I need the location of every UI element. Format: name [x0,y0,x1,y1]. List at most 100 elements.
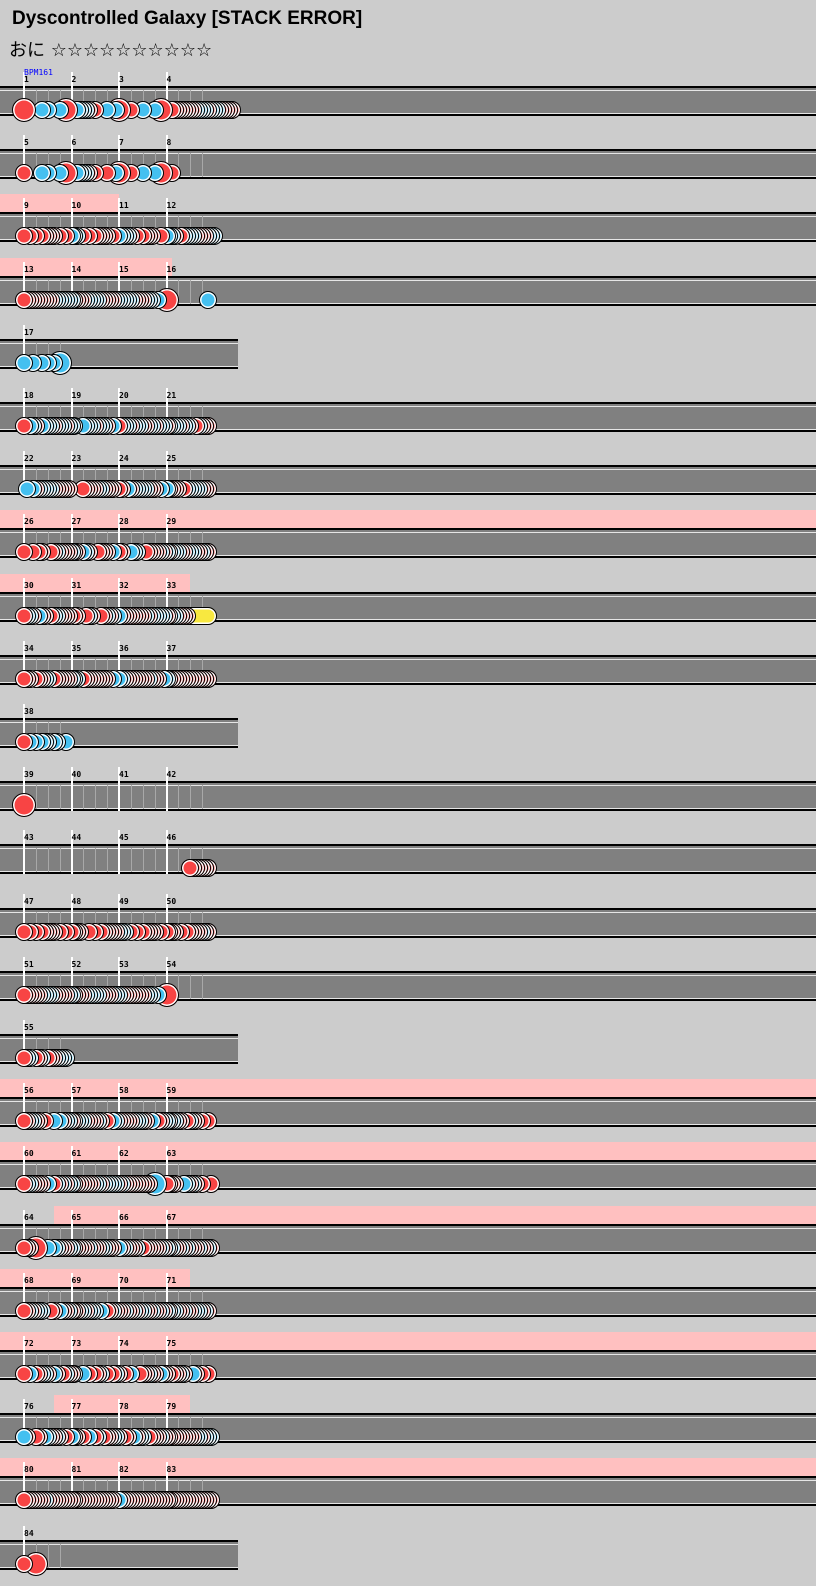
chart-row: 51 52 53 54 [0,953,816,1017]
measure-number: 29 [166,517,177,526]
bar-line [23,198,25,242]
don-note [15,1302,33,1320]
chart-row: 55 [0,1016,238,1080]
chart-row: 38 [0,700,238,764]
measure-number: 78 [119,1402,129,1411]
bar-line [23,514,25,558]
measure-number: 45 [119,833,129,842]
don-note [15,607,33,625]
bar-line [23,894,25,938]
measure-number: 81 [71,1465,82,1474]
beat-line [142,785,144,809]
don-note [15,1555,33,1573]
bar-line [165,830,168,874]
ka-note [199,291,218,309]
bar-line [23,830,25,874]
measure-number: 16 [166,265,177,274]
measure-number: 15 [119,265,129,274]
beat-line [107,848,109,872]
measure-number: 54 [166,960,177,969]
measure-number: 21 [166,391,177,400]
gogo-section [0,510,816,530]
chart-row: 80 81 82 83 [0,1458,816,1522]
bar-line [23,262,25,306]
bar-line [118,578,120,622]
beat-line [47,785,49,809]
gogo-section [0,258,173,278]
difficulty-stars: ☆☆☆☆☆☆☆☆☆☆ [50,40,213,61]
measure-number: 23 [71,454,82,463]
bar-line [70,767,73,811]
don-note [15,986,33,1004]
measure-number: 11 [119,201,129,210]
measure-number: 38 [24,707,34,716]
measure-number: 48 [71,897,82,906]
measure-number: 9 [24,201,29,210]
chart-row: 13 14 15 16 [0,258,816,322]
chart-row: 17 [0,321,238,385]
chart-row: 9 10 11 12 [0,194,816,258]
chart-title: Dyscontrolled Galaxy [STACK ERROR] [12,8,363,29]
measure-number: 2 [71,75,77,84]
measure-number: 8 [166,138,172,147]
measure-number: 1 [24,75,29,84]
beat-line [47,1544,49,1568]
bar-line [70,451,73,495]
bar-line [23,325,25,369]
beat-line [35,785,37,809]
measure-number: 47 [24,897,34,906]
beat-line [178,975,180,999]
measure-number: 37 [166,644,177,653]
bar-line [165,72,168,116]
measure-number: 65 [71,1213,82,1222]
bar-line [70,894,73,938]
don-note [15,670,33,688]
chart-row: 72 73 74 75 [0,1332,816,1396]
beat-line [95,848,97,872]
bar-line [23,578,25,622]
measure-number: 60 [24,1149,34,1158]
chart-row: 30 31 32 33 [0,574,816,638]
bar-line [165,767,168,811]
beat-line [154,785,156,809]
bar-line [23,704,25,748]
measure-number: 67 [166,1213,177,1222]
measure-number: 66 [119,1213,129,1222]
bar-line [118,830,120,874]
beat-line [178,280,180,304]
chart-row: 76 77 78 79 [0,1395,816,1459]
measure-number: 33 [166,581,177,590]
measure-number: 83 [166,1465,177,1474]
beat-line [59,848,61,872]
measure-number: 76 [24,1402,34,1411]
don-note [15,543,33,561]
beat-line [202,975,204,999]
bar-line [118,262,120,306]
beat-line [202,153,204,177]
don-note [15,1491,33,1509]
measure-number: 5 [24,138,29,147]
bar-line [118,451,120,495]
beat-line [35,848,37,872]
bar-line [118,957,120,1001]
bar-line [118,514,120,558]
bar-line [165,262,168,306]
bar-line [118,767,120,811]
measure-number: 64 [24,1213,34,1222]
bar-line [118,198,120,242]
measure-number: 63 [166,1149,177,1158]
bar-line [70,514,73,558]
bar-line [23,767,25,811]
measure-number: 59 [166,1086,177,1095]
chart-row: 84 [0,1522,238,1586]
beat-line [202,785,204,809]
chart-row: 39 40 41 42 [0,763,816,827]
measure-number: 77 [71,1402,82,1411]
bar-line [70,262,73,306]
bar-line [70,198,73,242]
bar-line [165,451,168,495]
beat-line [130,785,132,809]
measure-number: 51 [24,960,34,969]
measure-number: 28 [119,517,129,526]
